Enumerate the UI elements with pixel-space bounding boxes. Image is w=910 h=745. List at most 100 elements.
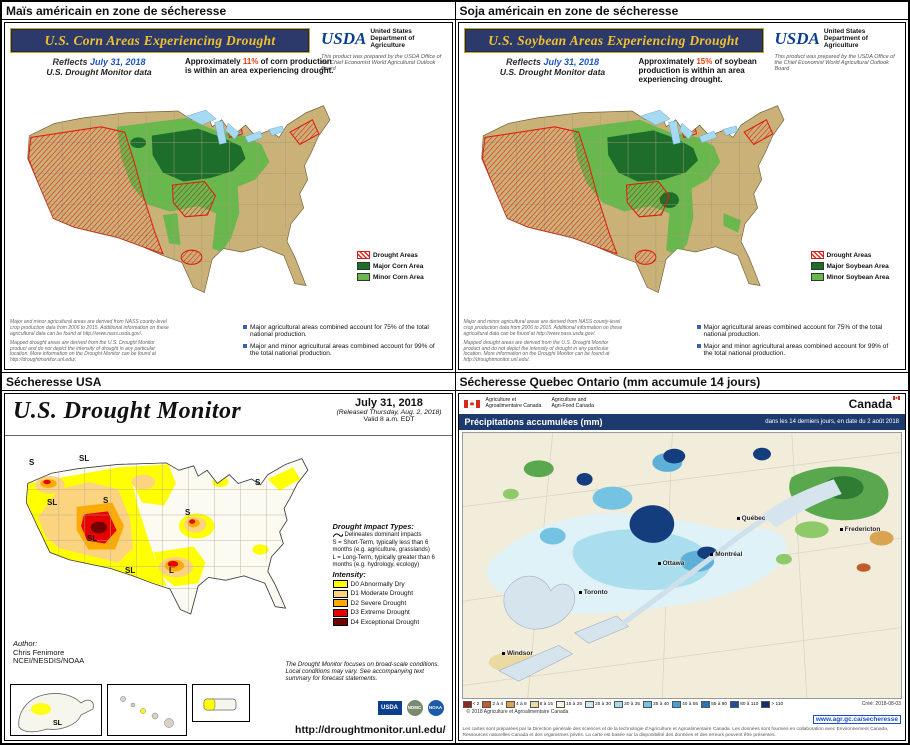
corn-map-title: U.S. Corn Areas Experiencing Drought — [10, 28, 310, 53]
intensity-item-d3: D3 Extreme Drought — [332, 608, 447, 617]
legend-label: Major Soybean Area — [826, 262, 889, 270]
usdm-date: July 31, 2018 — [355, 397, 423, 409]
corn-map-svg — [27, 105, 331, 293]
reflects-label: Reflects — [505, 57, 541, 67]
city-label-ottawa: Ottawa — [657, 560, 684, 567]
legend-item-major: Major Corn Area — [357, 262, 449, 270]
precip-footer-right: Créé: 2018-08-03 www.agr.gc.ca/secheress… — [812, 701, 901, 726]
delineation-line-icon — [332, 533, 343, 538]
corn-legend: Drought Areas Major Corn Area Minor Corn… — [357, 251, 449, 284]
usda-dept-line2: Department of — [370, 35, 415, 42]
agency-names: Agriculture et Agroalimentaire Canada Ag… — [485, 397, 594, 410]
soybean-map-svg — [480, 105, 784, 293]
puerto-rico-map — [203, 698, 237, 711]
reflects-block: Reflects July 31, 2018 U.S. Drought Moni… — [25, 57, 173, 77]
reflects-sub: U.S. Drought Monitor data — [499, 67, 606, 77]
d1-swatch — [332, 589, 348, 598]
approx-percent: 15% — [696, 57, 713, 66]
short-term-def: S = Short-Term, typically less than 6 mo… — [332, 540, 430, 553]
impact-label: S — [185, 508, 191, 517]
reflects-sub: U.S. Drought Monitor data — [46, 67, 152, 77]
reflects-block: Reflects July 31, 2018 U.S. Drought Moni… — [479, 57, 627, 77]
legend-item: 8 à 15 — [529, 701, 553, 708]
soybean-map-title: U.S. Soybean Areas Experiencing Drought — [463, 28, 764, 53]
canada-agency-strip: Agriculture et Agroalimentaire Canada Ag… — [459, 394, 906, 414]
caption-usdm: Sécheresse USA — [2, 373, 455, 391]
alaska-inset: SL — [10, 684, 102, 736]
alaska-impact-label: SL — [53, 720, 63, 727]
inset-maps: SL — [10, 684, 250, 736]
legend-item-major: Major Soybean Area — [810, 262, 903, 270]
usdm-dateblock: July 31, 2018 (Released Thursday, Aug. 2… — [336, 397, 441, 423]
usdm-map-svg — [25, 458, 309, 615]
ndmc-logo: NDMC — [406, 700, 423, 716]
reflects-label: Reflects — [52, 57, 88, 67]
soybean-map-panel: U.S. Soybean Areas Experiencing Drought … — [457, 22, 906, 370]
legend-item-minor: Minor Soybean Area — [810, 273, 903, 281]
city-dot — [736, 517, 740, 521]
city-label-quebec: Québec — [736, 515, 765, 522]
legend-item: 80 à 110 — [730, 701, 758, 708]
puerto-rico-inset — [192, 684, 250, 722]
impact-label: SL — [87, 534, 98, 543]
legend-label: Minor Soybean Area — [826, 273, 890, 281]
intensity-item-d1: D1 Moderate Drought — [332, 589, 447, 598]
d4-swatch — [332, 618, 348, 627]
long-term-def: L = Long-Term, typically greater than 6 … — [332, 555, 435, 568]
soybean-us-map — [461, 81, 811, 319]
note-usdm: Mapped drought areas are derived from th… — [463, 339, 610, 364]
precip-subtitle: dans les 14 derniers jours, en date du 2… — [765, 419, 899, 425]
usda-mini-logo: USDA — [377, 701, 402, 715]
legend-label: Minor Corn Area — [373, 273, 424, 281]
delineates-note: Delineates dominant impacts — [332, 532, 447, 538]
precip-url: www.agr.gc.ca/secheresse — [812, 715, 901, 724]
approx-statement: Approximately 11% of corn production is … — [185, 57, 337, 75]
partner-logos: USDA NDMC NOAA — [377, 700, 444, 716]
impact-label: SL — [125, 566, 136, 575]
d0-swatch — [332, 580, 348, 589]
impact-label: SL — [47, 498, 58, 507]
source-notes: Major and minor agricultural areas are d… — [10, 319, 170, 367]
quadrant-corn: Maïs américain en zone de sécheresse U.S… — [2, 2, 455, 372]
bullet-icon — [243, 343, 247, 348]
precip-body: Agriculture et Agroalimentaire Canada Ag… — [458, 394, 906, 740]
usdm-disclaimer: The Drought Monitor focuses on broad-sca… — [285, 661, 440, 682]
city-dot — [839, 527, 843, 531]
legend-item: 4 à 8 — [505, 701, 527, 708]
legend-item: 15 à 25 — [556, 701, 582, 708]
agency-en: Agriculture and Agri-Food Canada — [551, 397, 594, 409]
approx-before: Approximately — [185, 57, 241, 66]
major-swatch — [357, 262, 370, 270]
usdm-valid: Valid 8 a.m. EDT — [363, 416, 415, 423]
usda-logo: USDA United States Department of Agricul… — [775, 28, 868, 49]
note-usdm: Mapped drought areas are derived from th… — [10, 339, 156, 364]
approx-before: Approximately — [638, 57, 695, 66]
drought-swatch — [810, 251, 824, 259]
usdm-header: U.S. Drought Monitor July 31, 2018 (Rele… — [5, 394, 452, 436]
note-nass: Major and minor agricultural areas are d… — [10, 319, 169, 338]
legend-item: 35 à 40 — [643, 701, 669, 708]
bullet-minor: Major and minor agricultural areas combi… — [696, 343, 899, 357]
usda-dept-line3: Agriculture — [370, 42, 406, 49]
agency-fr: Agriculture et Agroalimentaire Canada — [485, 397, 542, 409]
author-org: NCEI/NESDIS/NOAA — [13, 656, 85, 665]
canada-flag-icon — [463, 400, 480, 408]
intensity-title: Intensity: — [332, 570, 366, 580]
impact-label: S — [103, 496, 109, 505]
quadrant-usdm: Sécheresse USA U.S. Drought Monitor July… — [2, 373, 455, 743]
bullet-icon — [696, 325, 701, 330]
approx-after: of corn production is within an area exp… — [185, 57, 334, 75]
city-label-fredericton: Fredericton — [839, 526, 880, 533]
canada-wordmark: Canada — [849, 396, 900, 411]
intensity-item-d0: D0 Abnormally Dry — [332, 580, 447, 589]
legend-label: Major Corn Area — [373, 262, 424, 270]
usdm-title: U.S. Drought Monitor — [13, 398, 242, 424]
corn-us-map — [7, 81, 357, 319]
hawaii-map — [120, 696, 174, 728]
usdm-us-map: S SL SL S SL S L S SL — [7, 438, 333, 636]
noaa-logo: NOAA — [427, 700, 444, 716]
impact-label: S — [255, 478, 261, 487]
usda-dept-line2: Department of — [823, 35, 868, 42]
production-bullets: Major agricultural areas combined accoun… — [243, 324, 445, 361]
